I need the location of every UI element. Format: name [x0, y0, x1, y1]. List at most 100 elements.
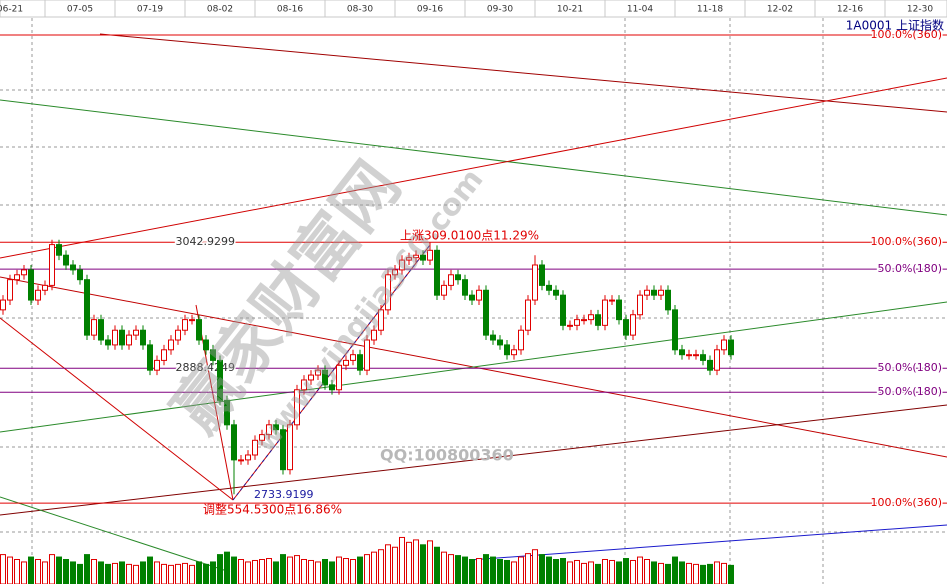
volume-bar: [532, 549, 538, 584]
candle-body: [504, 344, 510, 356]
volume-bar: [350, 559, 356, 584]
candle-body: [105, 339, 111, 346]
trend-line: [0, 404, 947, 516]
volume-bar: [441, 551, 447, 584]
candle-body: [525, 299, 531, 331]
volume-bar: [469, 559, 475, 584]
candle-body: [308, 374, 314, 381]
volume-bar: [567, 561, 573, 584]
candle-body: [28, 269, 34, 301]
volume-bar: [168, 564, 174, 584]
x-tick-label: 07-19: [137, 5, 163, 15]
candle-body: [315, 369, 321, 376]
candle-body: [497, 339, 503, 346]
volume-bar: [553, 559, 559, 584]
volume-bar: [77, 563, 83, 584]
volume-bar: [525, 553, 531, 584]
candle-body: [546, 284, 552, 291]
volume-bar: [21, 561, 27, 584]
volume-bar: [630, 559, 636, 584]
volume-bar: [462, 556, 468, 584]
volume-bar: [287, 556, 293, 584]
volume-bar: [98, 561, 104, 584]
candle-body: [518, 329, 524, 351]
volume-bar: [672, 556, 678, 584]
trend-line: [195, 304, 234, 501]
candle-body: [721, 339, 727, 351]
volume-bar: [686, 562, 692, 584]
contact-text: QQ:100800360: [380, 446, 514, 465]
volume-bar: [63, 559, 69, 584]
volume-bar: [595, 563, 601, 584]
candle-body: [462, 279, 468, 296]
candle-body: [413, 254, 419, 259]
candle-body: [7, 279, 13, 301]
candle-body: [147, 344, 153, 371]
volume-bar: [581, 562, 587, 584]
candle-body: [133, 329, 139, 336]
trend-line: [0, 301, 947, 433]
candle-body: [560, 294, 566, 326]
candle-body: [154, 359, 160, 371]
volume-bar: [280, 554, 286, 584]
volume-bar: [707, 563, 713, 584]
candle-body: [686, 354, 692, 357]
volume-bar: [483, 554, 489, 584]
volume-bar: [623, 558, 629, 584]
candle-body: [357, 354, 363, 371]
volume-bar: [700, 564, 706, 584]
candle-body: [469, 294, 475, 301]
candle-body: [35, 289, 41, 301]
level-label: 50.0%(180): [877, 385, 942, 398]
candle-body: [588, 314, 594, 321]
volume-bar: [427, 540, 433, 584]
volume-bar: [434, 546, 440, 584]
candle-body: [553, 289, 559, 296]
candle-body: [112, 329, 118, 346]
candle-body: [476, 289, 482, 301]
chart-title: 1A0001 上证指数: [846, 18, 944, 33]
volume-bar: [140, 561, 146, 584]
trend-line: [0, 99, 947, 216]
candle-body: [56, 244, 62, 256]
x-tick-label: 09-16: [417, 5, 443, 15]
level-label: 50.0%(180): [877, 361, 942, 374]
candle-body: [238, 459, 244, 462]
candle-body: [595, 314, 601, 326]
candle-body: [630, 314, 636, 336]
candle-body: [385, 274, 391, 311]
volume-bar: [399, 536, 405, 584]
candle-body: [77, 269, 83, 281]
volume-bar: [28, 556, 34, 584]
candle-body: [574, 319, 580, 326]
candle-body: [371, 329, 377, 341]
volume-bar: [161, 563, 167, 584]
volume-bar: [343, 558, 349, 584]
volume-bar: [126, 563, 132, 584]
volume-bar: [679, 561, 685, 584]
x-tick-label: 09-30: [487, 5, 513, 15]
layout-grid: [0, 18, 947, 584]
volume-bar: [308, 559, 314, 584]
x-tick-label: 08-16: [277, 5, 303, 15]
level-price: 3042.9299: [176, 235, 236, 248]
volume-bar: [574, 559, 580, 584]
candle-body: [490, 334, 496, 341]
volume-bar: [238, 559, 244, 584]
candle-body: [392, 269, 398, 276]
volume-bar: [315, 561, 321, 584]
candle-body: [175, 329, 181, 341]
volume-bar: [378, 549, 384, 584]
volume-bar: [322, 559, 328, 584]
candle-body: [707, 359, 713, 371]
candle-body: [301, 379, 307, 391]
volume-bar: [42, 561, 48, 584]
level-label: 100.0%(360): [870, 235, 942, 248]
volume-bar: [273, 561, 279, 584]
candle-body: [0, 299, 6, 311]
low-price-label: 2733.9199: [254, 488, 314, 501]
volume-bar: [560, 558, 566, 584]
volume-bar: [406, 541, 412, 584]
candle-body: [287, 424, 293, 471]
